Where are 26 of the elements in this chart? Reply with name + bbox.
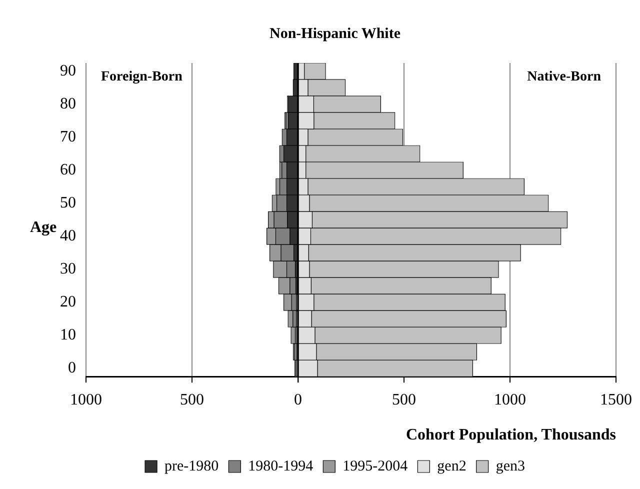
chart-title: Non-Hispanic White	[270, 26, 401, 42]
y-tick-label: 30	[60, 260, 76, 278]
y-tick-label: 80	[60, 95, 76, 112]
legend-label: gen2	[437, 458, 466, 474]
x-tick-label: 1500	[600, 391, 632, 408]
x-tick-label: 500	[180, 391, 204, 408]
y-tick-label: 20	[60, 294, 76, 311]
x-axis-title: Cohort Population, Thousands	[406, 426, 616, 444]
y-tick-label: 70	[60, 128, 76, 146]
y-tick-label: 50	[60, 194, 76, 212]
y-tick-label: 0	[68, 360, 76, 377]
y-axis-title: Age	[30, 218, 57, 236]
y-tick-label: 90	[60, 62, 76, 80]
x-tick-label: 500	[392, 391, 416, 408]
x-tick-label: 0	[294, 391, 302, 408]
legend-label: 1980-1994	[248, 458, 314, 474]
annotation: Native-Born	[527, 70, 602, 85]
annotation: Foreign-Born	[101, 70, 183, 85]
legend-label: pre-1980	[164, 458, 219, 474]
x-tick-label: 1000	[70, 391, 102, 408]
x-tick-label: 1000	[494, 391, 526, 408]
legend-label: 1995-2004	[342, 458, 408, 474]
legend-label: gen3	[496, 458, 525, 474]
y-tick-label: 60	[60, 161, 76, 178]
y-tick-label: 10	[60, 326, 76, 344]
y-tick-label: 40	[60, 228, 76, 245]
